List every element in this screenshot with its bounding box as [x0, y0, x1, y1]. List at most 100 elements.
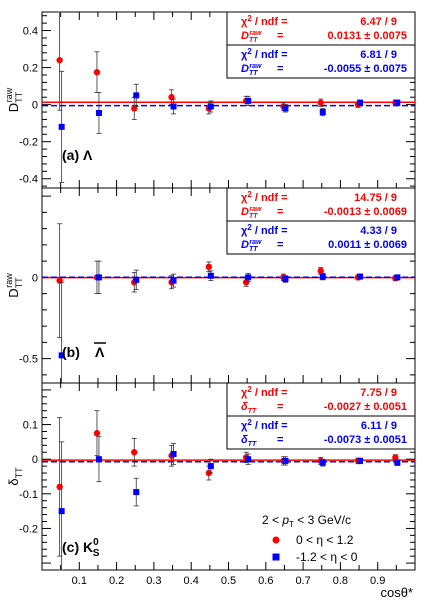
legend-entry-label: -1.2 < η < 0: [296, 550, 358, 564]
y-tick-label: -0.4: [19, 174, 38, 186]
param-value: -0.0013 ± 0.0069: [324, 206, 407, 218]
x-tick-label: 0.4: [184, 575, 199, 587]
data-point-positive-eta: [205, 263, 213, 271]
fit-box-row: [226, 187, 416, 222]
data-point-negative-eta: [95, 274, 102, 281]
y-tick-label: -0.5: [19, 354, 38, 366]
param-label: δTT: [241, 401, 257, 415]
data-point-negative-eta: [58, 123, 65, 130]
x-tick-label: 0.9: [370, 575, 385, 587]
data-point-positive-eta: [317, 267, 324, 275]
param-label: DTTraw: [241, 63, 262, 77]
x-tick-label: 0.8: [333, 575, 348, 587]
panels: -0.4 -0.2 0 0.2 0.4 DTTraw (a) Λ χ2 / ndf = 6.47…: [4, 11, 416, 571]
legend-marker-circle: [272, 536, 280, 544]
equals-sign: =: [277, 206, 283, 218]
y-tick-label: 0.1: [23, 420, 38, 432]
data-point-negative-eta: [95, 456, 102, 463]
y-tick-label: 0: [32, 272, 38, 284]
fit-box-row: [226, 415, 416, 450]
data-point-negative-eta: [207, 463, 214, 470]
data-point-negative-eta: [133, 92, 140, 99]
svg-text:(c) K0S: (c) K0 S: [62, 537, 100, 559]
data-point-negative-eta: [319, 109, 326, 116]
data-point-negative-eta: [170, 450, 177, 457]
data-point-negative-eta: [394, 459, 401, 466]
panel-label: (a) Λ: [62, 147, 93, 163]
y-tick-label: -0.2: [19, 137, 38, 149]
x-tick-label: 0.7: [295, 575, 310, 587]
panel-label: (b) Λ: [62, 342, 106, 360]
y-tick-label: 0: [32, 100, 38, 112]
panel-2: -0.5 0 DTTraw (b) Λ χ2 / ndf = 14.75 / 9 DTTra…: [4, 187, 416, 384]
data-point-positive-eta: [93, 69, 101, 76]
data-point-negative-eta: [282, 105, 289, 112]
param-value: 0.0011 ± 0.0069: [328, 239, 407, 251]
x-tick-label: 0.5: [221, 575, 236, 587]
data-point-negative-eta: [282, 457, 289, 464]
data-point-negative-eta: [58, 508, 65, 515]
param-label: δTT: [241, 434, 257, 448]
x-axis-title: cosθ*: [380, 585, 413, 600]
data-point-negative-eta: [245, 274, 252, 281]
chi2-label: χ2 / ndf =: [241, 47, 288, 61]
param-label: DTTraw: [241, 206, 262, 220]
data-point-negative-eta: [95, 109, 102, 116]
legend-entry-label: 0 < η < 1.2: [296, 533, 354, 547]
data-point-positive-eta: [56, 56, 63, 64]
legend-marker-square: [272, 553, 280, 561]
data-point-negative-eta: [357, 99, 364, 106]
data-point-negative-eta: [133, 276, 140, 283]
svg-text:Λ: Λ: [95, 344, 105, 360]
panel-label: (c) K0 S: [62, 537, 100, 559]
x-tick-label: 0.3: [146, 575, 161, 587]
chi2-value: 6.81 / 9: [360, 49, 397, 61]
y-tick-label: -0.2: [19, 523, 38, 535]
equals-sign: =: [277, 30, 283, 42]
y-tick-label: 0.2: [23, 63, 38, 75]
data-point-negative-eta: [170, 103, 177, 110]
y-tick-label: 0.4: [23, 26, 38, 38]
param-value: -0.0073 ± 0.0051: [324, 434, 407, 446]
x-tick-label: 0.2: [109, 575, 124, 587]
chi2-label: χ2 / ndf =: [241, 223, 288, 237]
fit-statistics-box: χ2 / ndf = 7.75 / 9 δTT = -0.0027 ± 0.0051 χ2…: [226, 382, 416, 450]
y-tick-label: -0.1: [19, 489, 38, 501]
legend: 2 < pT < 3 GeV/c 0 < η < 1.2 -1.2 < η < 0: [262, 513, 358, 564]
data-point-negative-eta: [357, 273, 364, 280]
equals-sign: =: [277, 239, 283, 251]
chi2-value: 6.47 / 9: [360, 16, 397, 28]
panel-1: -0.4 -0.2 0 0.2 0.4 DTTraw (a) Λ χ2 / ndf = 6.47…: [4, 11, 416, 189]
data-point-negative-eta: [319, 459, 326, 466]
y-tick-label: 0: [32, 454, 38, 466]
data-point-negative-eta: [282, 276, 289, 282]
equals-sign: =: [277, 434, 283, 446]
data-point-positive-eta: [392, 454, 399, 461]
data-point-negative-eta: [245, 456, 252, 463]
fit-statistics-box: χ2 / ndf = 6.47 / 9 DTTraw = 0.0131 ± 0.0075…: [226, 11, 416, 79]
y-axis-label: DTTraw: [4, 87, 24, 112]
data-point-positive-eta: [93, 430, 101, 437]
chi2-label: χ2 / ndf =: [241, 385, 288, 399]
data-point-positive-eta: [131, 449, 138, 456]
chi2-label: χ2 / ndf =: [241, 14, 288, 28]
param-value: -0.0055 ± 0.0075: [324, 63, 407, 75]
data-point-positive-eta: [317, 99, 324, 106]
data-point-negative-eta: [245, 97, 252, 104]
data-point-negative-eta: [170, 277, 177, 284]
x-tick-label: 0.6: [258, 575, 273, 587]
panel-3: -0.2 -0.1 0 0.1 δTT (c) K0 S χ2 / ndf = 7.75 / 9…: [6, 382, 416, 571]
svg-text:(a) Λ: (a) Λ: [62, 147, 93, 163]
data-point-negative-eta: [58, 352, 65, 359]
param-label: DTTraw: [241, 239, 262, 253]
param-label: DTTraw: [241, 30, 262, 44]
chi2-value: 14.75 / 9: [354, 192, 397, 204]
equals-sign: =: [277, 63, 283, 75]
chi2-value: 7.75 / 9: [360, 387, 397, 399]
data-point-negative-eta: [133, 489, 140, 496]
chi2-label: χ2 / ndf =: [241, 190, 288, 204]
chi2-value: 6.11 / 9: [361, 420, 397, 432]
chi2-label: χ2 / ndf =: [241, 418, 288, 432]
